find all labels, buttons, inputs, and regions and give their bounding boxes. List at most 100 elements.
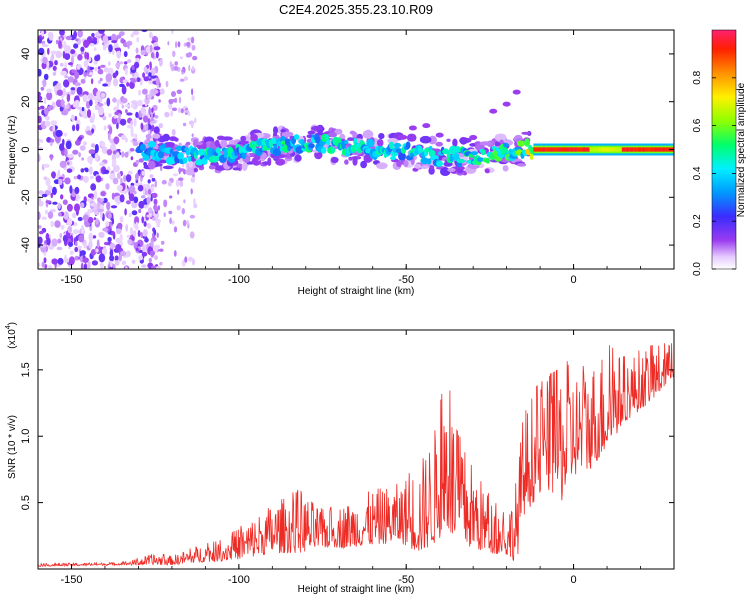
spectrogram-noise-blob [133, 118, 137, 127]
spectrogram-halo-blob [376, 162, 388, 170]
spectrogram-noise-blob [138, 89, 141, 96]
spectrogram-noise-blob [94, 67, 98, 72]
spectrogram-noise-blob [97, 80, 102, 84]
spectrogram-noise-blob [186, 219, 189, 226]
snr-x-tick-label: -150 [60, 574, 82, 586]
carrier-band-core [561, 147, 566, 152]
spectrogram-noise-blob [151, 89, 159, 95]
spectrogram-halo-blob [193, 167, 198, 173]
spectrogram-noise-blob [73, 43, 79, 49]
spectrogram-ridge-blob [455, 146, 461, 153]
spectrogram-noise-blob [100, 64, 106, 68]
spectrogram-ridge-blob [485, 157, 490, 164]
spectrogram-noise-blob [143, 161, 148, 167]
spectrogram-noise-blob [74, 116, 78, 121]
spectrogram-noise-blob [182, 219, 187, 227]
spectrogram-halo-blob [352, 157, 358, 166]
spectrogram-noise-blob [124, 208, 127, 216]
snr-y-tick-label: 0.5 [20, 495, 32, 510]
spectrogram-noise-blob [175, 41, 178, 49]
colorbar-tick-label: 0.2 [692, 214, 703, 228]
spectrogram-noise-blob [129, 226, 133, 236]
spectrogram-noise-blob [54, 60, 58, 66]
spectrogram-halo-blob [494, 133, 507, 142]
spectrogram-noise-blob [38, 111, 41, 117]
spectrogram-noise-blob [142, 72, 146, 78]
spectrogram-noise-blob [38, 106, 42, 111]
spectrogram-noise-blob [171, 107, 178, 112]
spectrogram-noise-blob [168, 210, 173, 215]
spectrogram-noise-blob [112, 78, 119, 87]
spectrogram-noise-blob [87, 65, 90, 74]
spectrogram-x-tick-label: 0 [571, 274, 577, 286]
spectrogram-noise-blob [82, 175, 89, 183]
spectrogram-noise-blob [131, 210, 138, 216]
spectrogram-noise-blob [128, 212, 132, 218]
spectrogram-noise-blob [98, 231, 105, 238]
spectrogram-noise-blob [103, 169, 110, 174]
spectrogram-noise-blob [109, 125, 113, 135]
spectrogram-noise-blob [95, 248, 99, 253]
spectrogram-noise-blob [124, 61, 128, 65]
spectrogram-noise-blob [141, 30, 148, 33]
spectrogram-noise-blob [128, 185, 136, 193]
spectrogram-noise-blob [121, 104, 125, 109]
spectrogram-noise-blob [108, 113, 112, 118]
spectrogram-noise-blob [156, 221, 161, 228]
spectrogram-noise-blob [66, 93, 71, 102]
spectrogram-noise-blob [62, 199, 68, 205]
spectrogram-noise-blob [66, 168, 73, 173]
spectrogram-noise-blob [129, 148, 135, 152]
spectrogram-noise-blob [125, 250, 131, 258]
spectrogram-noise-blob [72, 212, 77, 219]
spectrogram-noise-blob [116, 34, 122, 39]
spectrogram-noise-blob [152, 227, 156, 233]
spectrogram-noise-blob [97, 103, 104, 107]
spectrogram-halo-blob [362, 130, 374, 139]
spectrogram-noise-blob [109, 249, 114, 257]
spectrogram-noise-blob [191, 95, 195, 101]
spectrogram-noise-blob [76, 86, 83, 95]
spectrogram-noise-blob [90, 78, 94, 85]
spectrogram-noise-blob [141, 252, 148, 257]
spectrogram-noise-blob [75, 139, 81, 146]
spectrogram-noise-blob [97, 208, 104, 213]
spectrogram-noise-blob [159, 58, 163, 67]
spectrogram-noise-blob [177, 107, 181, 114]
spectrogram-noise-blob [188, 258, 194, 262]
spectrogram-noise-blob [124, 104, 131, 108]
spectrogram-noise-blob [42, 44, 49, 48]
carrier-band-core [609, 147, 614, 152]
spectrogram-noise-blob [170, 110, 174, 117]
spectrogram-noise-blob [45, 200, 52, 204]
spectrogram-noise-blob [86, 109, 92, 118]
spectrogram-noise-blob [177, 41, 181, 48]
spectrogram-noise-blob [135, 111, 139, 118]
spectrogram-noise-blob [145, 97, 150, 105]
spectrogram-noise-blob [42, 56, 48, 64]
spectrogram-noise-blob [155, 266, 161, 269]
spectrogram-noise-blob [77, 106, 82, 110]
spectrogram-noise-blob [143, 204, 149, 209]
spectrogram-noise-blob [65, 140, 72, 150]
spectrogram-noise-blob [101, 247, 108, 255]
spectrogram-halo-blob [419, 135, 432, 144]
snr-y-multiplier-close: ) [7, 322, 18, 325]
spectrogram-noise-blob [102, 115, 107, 121]
spectrogram-noise-blob [142, 187, 146, 196]
spectrogram-noise-blob [93, 96, 97, 101]
spectrogram-noise-blob [112, 50, 115, 55]
spectrogram-ridge-blob [344, 139, 349, 145]
colorbar-ticks: 0.0 0.2 0.4 0.6 0.8 [692, 70, 736, 276]
spectrogram-noise-blob [138, 158, 144, 163]
colorbar-tick-label: 0.8 [692, 70, 703, 84]
spectrogram-noise-blob [169, 195, 173, 199]
spectrogram-noise-blob [155, 245, 158, 253]
spectrogram-noise-blob [67, 161, 70, 165]
spectrogram-ridge-blob [453, 152, 460, 162]
spectrogram-noise-blob [116, 184, 123, 192]
spectrogram-noise-blob [158, 248, 164, 252]
spectrogram-halo-blob [347, 137, 355, 142]
carrier-band-core [629, 147, 634, 152]
spectrogram-ridge-blob [330, 146, 335, 153]
